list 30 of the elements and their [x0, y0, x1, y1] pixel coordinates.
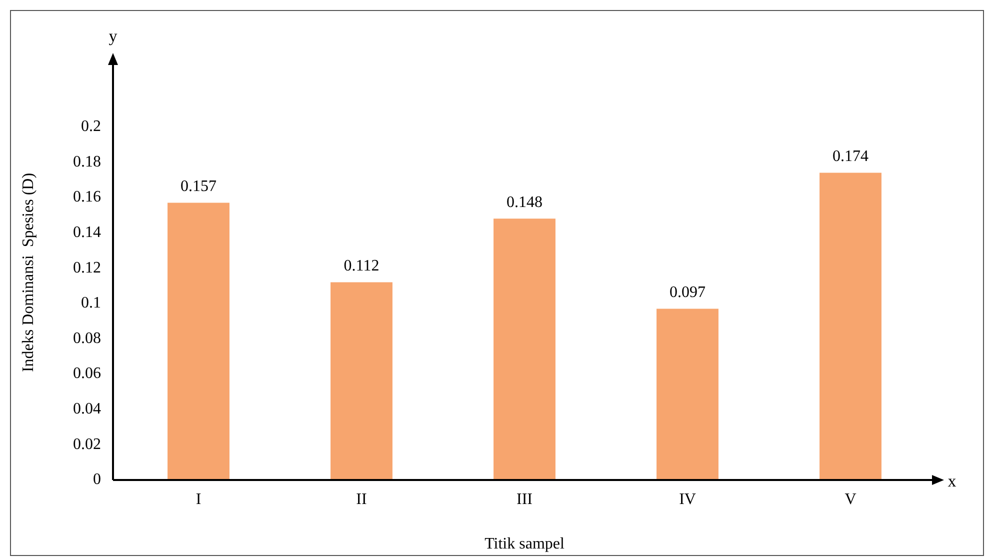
- x-tick-label: I: [196, 490, 202, 508]
- y-tick-label: 0.04: [73, 400, 101, 418]
- y-tick-label: 0.02: [73, 436, 101, 453]
- bar: [168, 202, 230, 480]
- y-axis-title: Indeks Dominansi Spesies (D): [20, 172, 37, 372]
- text: x: [948, 471, 957, 490]
- x-tick-label: II: [356, 490, 367, 508]
- text: y: [108, 26, 118, 46]
- bar: [494, 218, 556, 480]
- x-axis-title: Titik sampel: [484, 536, 565, 553]
- y-tick-label: 0.14: [73, 224, 101, 241]
- data-label: 0.174: [832, 148, 868, 165]
- data-label: 0.148: [506, 194, 542, 211]
- y-tick-label: 0.18: [73, 153, 101, 170]
- bar: [656, 308, 718, 480]
- data-label: 0.112: [344, 257, 380, 274]
- x-tick-label: V: [844, 490, 857, 508]
- y-tick-label: 0.1: [81, 294, 101, 312]
- y-tick-label: 0.2: [81, 118, 101, 136]
- x-tick-label: III: [516, 490, 532, 508]
- data-label: 0.097: [670, 284, 706, 301]
- y-tick-label: 0.12: [73, 259, 101, 276]
- bar: [820, 172, 882, 480]
- y-tick-label: 0: [93, 471, 101, 488]
- y-tick-label: 0.16: [73, 188, 101, 206]
- y-tick-label: 0.08: [73, 330, 101, 347]
- bar: [330, 282, 392, 480]
- y-tick-label: 0.06: [73, 365, 101, 382]
- x-tick-label: IV: [679, 490, 696, 508]
- data-label: 0.157: [180, 178, 216, 195]
